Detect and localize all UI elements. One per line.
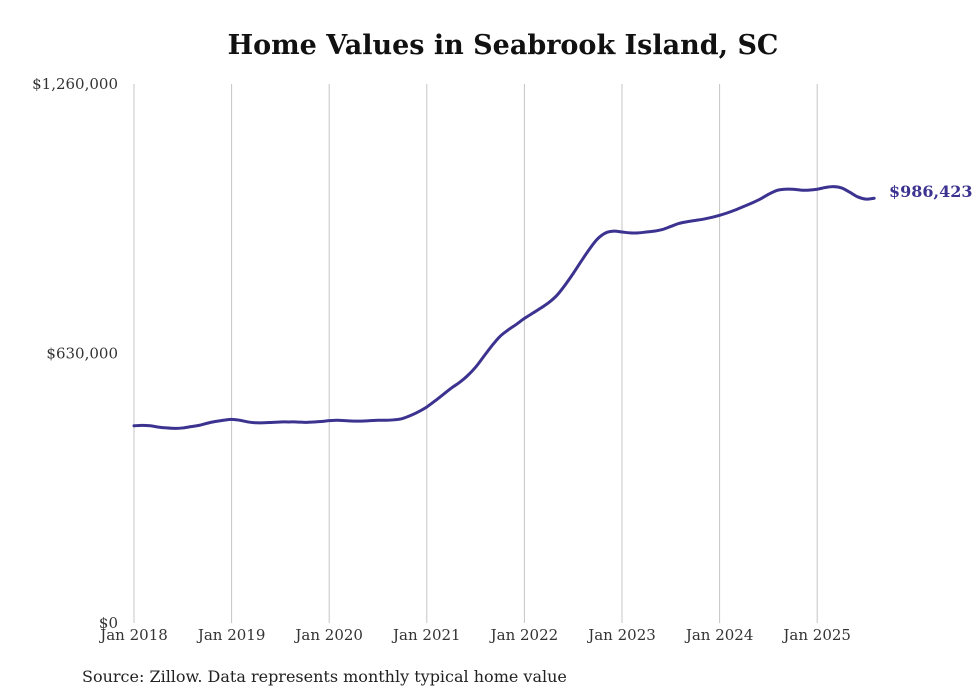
x-tick-label: Jan 2025 [781,626,851,644]
x-tick-label: Jan 2023 [586,626,656,644]
y-axis: $1,260,000 $630,000 $0 [32,75,118,632]
series-line [132,185,876,430]
x-tick-label: Jan 2021 [391,626,461,644]
x-tick-label: Jan 2022 [489,626,559,644]
grid-lines [133,84,818,623]
x-tick-label: Jan 2024 [684,626,754,644]
x-tick-label: Jan 2018 [98,626,168,644]
y-tick-label: $0 [99,614,118,632]
series-layer [132,185,876,430]
end-value-label: $986,423 [889,182,973,201]
y-tick-label: $630,000 [46,345,118,363]
x-axis: Jan 2018 Jan 2019 Jan 2020 Jan 2021 Jan 2022… [98,626,851,644]
x-tick-label: Jan 2019 [196,626,266,644]
y-tick-label: $1,260,000 [32,75,118,93]
source-note: Source: Zillow. Data represents monthly … [82,667,567,686]
annotations: $986,423 [889,182,973,201]
x-tick-label: Jan 2020 [293,626,363,644]
chart-title: Home Values in Seabrook Island, SC [227,30,779,61]
